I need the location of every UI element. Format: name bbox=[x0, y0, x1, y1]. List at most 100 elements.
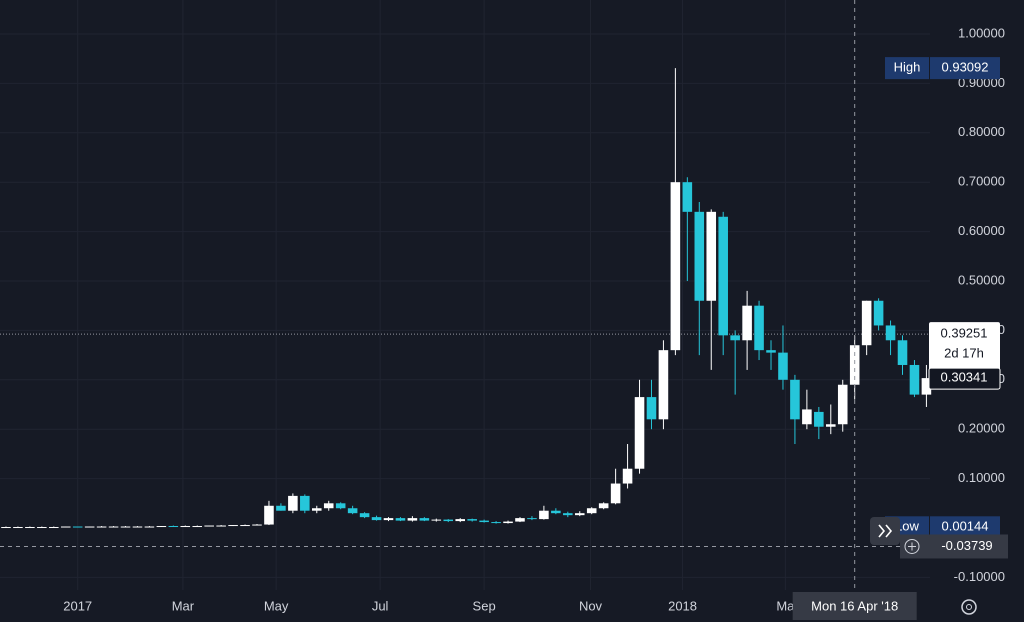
y-tick-label: -0.10000 bbox=[954, 569, 1005, 584]
candle-body bbox=[646, 397, 657, 420]
candle-body bbox=[431, 519, 442, 521]
marker-value: 0.93092 bbox=[942, 60, 989, 75]
y-tick-label: 0.50000 bbox=[958, 272, 1005, 287]
y-tick-label: 1.00000 bbox=[958, 25, 1005, 40]
close-price-label: 0.30341 bbox=[941, 370, 988, 385]
x-tick-label: Sep bbox=[473, 598, 496, 613]
candle-body bbox=[503, 521, 513, 524]
candle-body bbox=[563, 513, 573, 516]
candle-body bbox=[371, 517, 382, 521]
candle-body bbox=[252, 524, 262, 526]
candle-body bbox=[539, 510, 549, 520]
candle-body bbox=[921, 378, 932, 395]
candle-body bbox=[395, 518, 406, 521]
marker-label: Low bbox=[895, 519, 919, 534]
candle-body bbox=[694, 211, 705, 301]
candle-body bbox=[204, 525, 214, 527]
candle-body bbox=[551, 510, 561, 514]
scroll-icon bbox=[878, 524, 893, 538]
candle-body bbox=[610, 483, 621, 504]
candle-body bbox=[25, 527, 35, 529]
candle-body bbox=[730, 335, 740, 341]
candle-body bbox=[323, 503, 334, 509]
candle-body bbox=[515, 518, 525, 522]
countdown-label: 2d 17h bbox=[944, 346, 984, 361]
candle-body bbox=[84, 526, 95, 528]
candle-body bbox=[598, 503, 609, 509]
candle-body bbox=[192, 526, 203, 528]
add-icon[interactable] bbox=[904, 538, 920, 554]
candle-body bbox=[60, 526, 71, 528]
candle-body bbox=[311, 508, 322, 511]
settings-icon[interactable] bbox=[961, 599, 977, 615]
candle-body bbox=[276, 505, 286, 511]
y-tick-label: 0.20000 bbox=[958, 421, 1005, 436]
x-tick-label: 2018 bbox=[668, 598, 697, 613]
candle-body bbox=[37, 527, 47, 529]
marker-value-box bbox=[930, 57, 1000, 80]
candle-body bbox=[300, 495, 310, 511]
candle-body bbox=[180, 526, 191, 528]
candle-body bbox=[108, 526, 119, 528]
candle-body bbox=[479, 520, 489, 523]
y-tick-label: 0.10000 bbox=[958, 470, 1005, 485]
y-tick-label: 0.70000 bbox=[958, 174, 1005, 189]
candle-body bbox=[455, 519, 465, 522]
candle-body bbox=[634, 397, 645, 469]
crosshair-date-label: Mon 16 Apr '18 bbox=[811, 598, 898, 613]
candle-body bbox=[586, 508, 597, 514]
candle-body bbox=[778, 352, 788, 380]
candle-body bbox=[742, 305, 752, 341]
x-tick-label: Ma bbox=[776, 598, 795, 613]
candle-body bbox=[849, 345, 860, 385]
candle-body bbox=[718, 216, 728, 336]
candle-body bbox=[814, 411, 824, 427]
candle-body bbox=[383, 518, 394, 521]
candle-body bbox=[658, 350, 669, 420]
candle-body bbox=[885, 325, 896, 341]
x-tick-label: 2017 bbox=[63, 598, 92, 613]
candle-body bbox=[837, 384, 848, 425]
candle-body bbox=[120, 526, 131, 528]
crosshair-price-box bbox=[900, 534, 1008, 559]
candle-body bbox=[527, 518, 537, 520]
candle-body bbox=[419, 518, 430, 521]
candle-body bbox=[288, 495, 298, 511]
candle-body bbox=[443, 519, 454, 522]
candle-body bbox=[72, 526, 83, 528]
candle-body bbox=[1, 527, 11, 529]
candle-body bbox=[240, 525, 250, 527]
candle-body bbox=[467, 519, 477, 521]
candle-body bbox=[347, 508, 358, 514]
marker-value: 0.00144 bbox=[942, 519, 989, 534]
marker-tag bbox=[885, 57, 929, 80]
candle-body bbox=[754, 305, 764, 351]
candle-body bbox=[144, 526, 155, 528]
candle-body bbox=[909, 364, 920, 395]
candle-body bbox=[682, 182, 693, 212]
candle-body bbox=[13, 527, 23, 529]
candle-body bbox=[766, 350, 776, 353]
last-price-label: 0.39251 bbox=[941, 326, 988, 341]
candle-body bbox=[335, 503, 346, 509]
y-tick-label: 0.60000 bbox=[958, 223, 1005, 238]
candle-body bbox=[407, 518, 418, 521]
x-tick-label: Mar bbox=[172, 598, 195, 613]
crosshair-price-label: -0.03739 bbox=[941, 538, 992, 553]
crosshair-date-box bbox=[792, 592, 917, 620]
x-tick-label: Jul bbox=[372, 598, 389, 613]
settings-icon-core bbox=[966, 604, 972, 610]
candle-body bbox=[802, 409, 812, 425]
close-price-box bbox=[928, 367, 1001, 390]
candle-body bbox=[132, 526, 143, 528]
candle-body bbox=[826, 424, 836, 427]
candle-body bbox=[491, 522, 501, 524]
candle-body bbox=[264, 505, 274, 525]
x-tick-label: May bbox=[264, 598, 289, 613]
add-icon-plus bbox=[908, 542, 916, 551]
candle-body bbox=[706, 211, 717, 301]
marker-label: High bbox=[894, 60, 921, 75]
y-tick-label: 0.80000 bbox=[958, 124, 1005, 139]
candle-body bbox=[790, 379, 800, 420]
